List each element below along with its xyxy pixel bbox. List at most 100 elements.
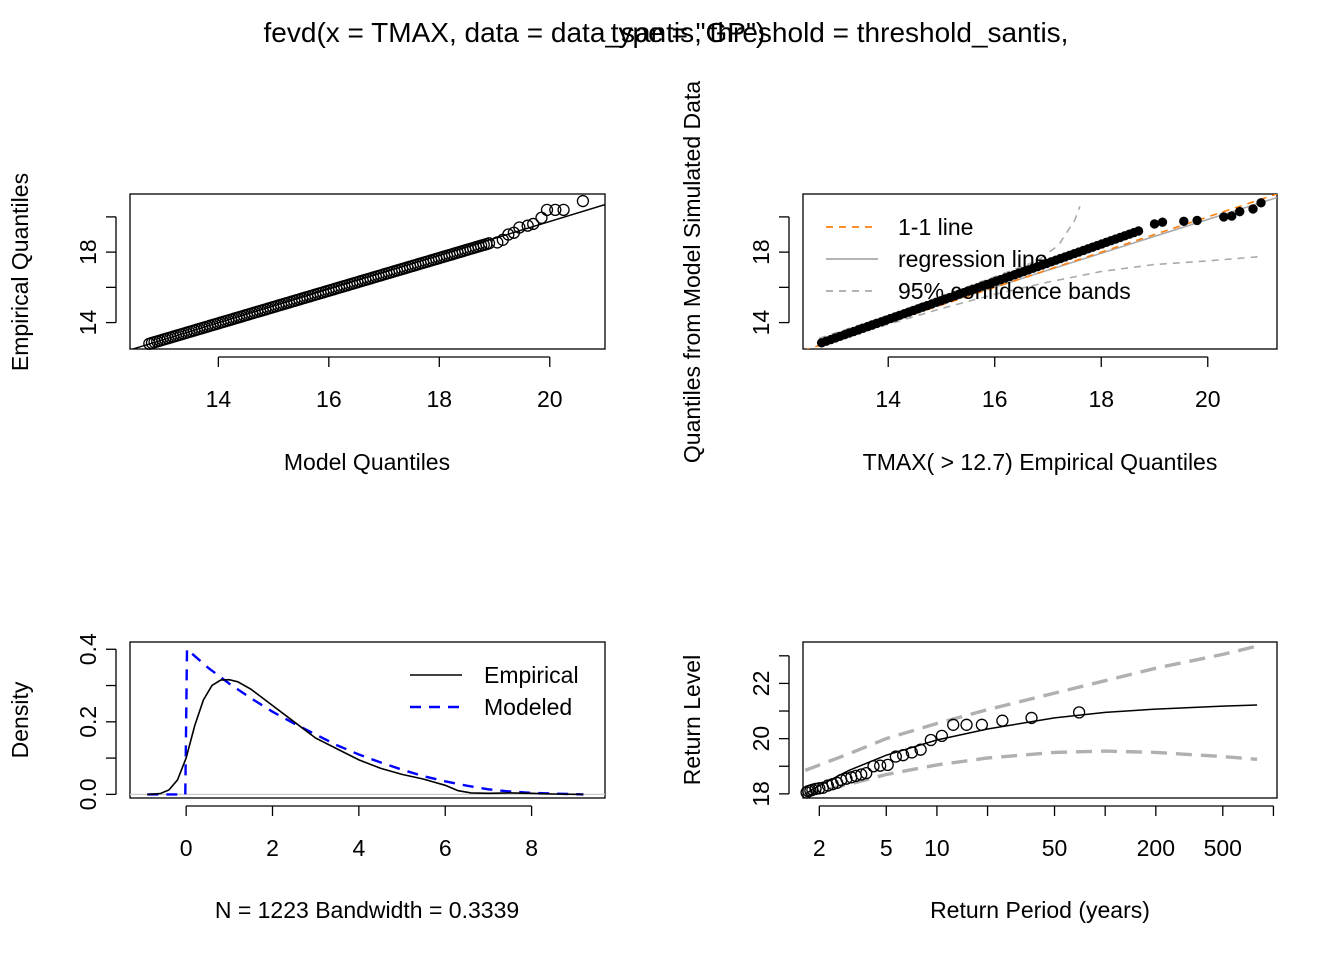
data-point <box>521 219 534 232</box>
upper-ci-line <box>804 644 1258 772</box>
y-axis-title: Empirical Quantiles <box>7 173 33 371</box>
data-point <box>874 759 887 772</box>
legend-item: 95% confidence bands <box>826 278 1131 304</box>
x-tick-label: 5 <box>880 835 893 861</box>
x-tick-label: 18 <box>427 386 453 412</box>
x-axis-title: N = 1223 Bandwidth = 0.3339 <box>215 897 519 923</box>
data-point <box>935 729 949 743</box>
lower-ci-line <box>804 749 1258 797</box>
data-point <box>867 760 880 773</box>
x-tick-label: 18 <box>1088 386 1114 412</box>
panel-density: 0 2 4 6 8 0.0 0.2 0.4 Empirical Modeled N = 122… <box>7 633 606 923</box>
data-point <box>881 758 894 772</box>
y-tick-label: 22 <box>748 671 774 697</box>
x-tick-label: 50 <box>1042 835 1068 861</box>
data-point <box>821 779 835 792</box>
x-axis-title: TMAX( > 12.7) Empirical Quantiles <box>863 449 1218 475</box>
data-point <box>809 782 822 796</box>
figure-title: fevd(x = TMAX, data = data_santis, thres… <box>264 17 1069 48</box>
panel-return-level: 2 5 10 50 200 500 18 20 22 Return Period (years… <box>679 641 1278 923</box>
data-point <box>1149 219 1160 229</box>
y-tick-label: 0.0 <box>75 778 101 810</box>
data-point <box>1219 212 1229 222</box>
x-tick-label: 8 <box>525 835 538 861</box>
panel-qq-simulated: 14 16 18 20 14 18 1-1 line regression line 95%… <box>679 81 1278 475</box>
data-point <box>1025 711 1038 725</box>
x-tick-label: 4 <box>352 835 365 861</box>
x-tick-label: 16 <box>982 386 1008 412</box>
data-point <box>840 772 853 785</box>
x-tick-label: 20 <box>537 386 563 412</box>
plot-area <box>130 646 605 796</box>
data-point <box>889 750 902 763</box>
x-tick-label: 10 <box>924 835 950 861</box>
main-title-overlap: type = "GP") <box>611 17 766 48</box>
data-point <box>549 203 562 217</box>
x-tick-label: 0 <box>180 835 193 861</box>
x-tick-label: 20 <box>1195 386 1221 412</box>
data-point <box>1157 217 1168 227</box>
plot-frame <box>802 193 1278 350</box>
data-point <box>540 203 554 217</box>
x-tick-label: 2 <box>813 835 826 861</box>
y-tick-label: 18 <box>75 239 101 265</box>
data-point <box>1256 198 1266 208</box>
data-point <box>914 743 927 756</box>
lower-confidence-band <box>818 255 1262 347</box>
data-point <box>576 194 590 208</box>
empirical-density-line <box>147 678 584 796</box>
x-axis: 0 2 4 6 8 <box>180 805 538 861</box>
data-point <box>482 237 496 250</box>
data-point <box>897 749 910 762</box>
main-title-left: fevd(x = TMAX, data = data_santis, thres… <box>264 17 1069 48</box>
y-axis: 14 18 <box>748 216 790 336</box>
y-axis-title: Density <box>7 681 33 758</box>
x-axis: 14 16 18 20 <box>206 356 563 412</box>
x-axis: 14 16 18 20 <box>875 356 1221 412</box>
x-tick-label: 16 <box>316 386 342 412</box>
plot-area <box>805 194 1277 349</box>
legend-item: Modeled <box>410 694 572 720</box>
data-point <box>855 768 868 781</box>
data-point <box>1192 215 1202 226</box>
y-axis: 0.0 0.2 0.4 <box>75 633 117 810</box>
plot-area <box>800 644 1258 799</box>
data-point <box>557 203 570 217</box>
legend-item: regression line <box>826 246 1048 272</box>
data-point <box>502 228 515 241</box>
plot-frame <box>129 641 606 799</box>
data-point <box>1072 706 1086 719</box>
plot-area <box>130 194 605 350</box>
legend: 1-1 line regression line 95% confidence ba… <box>826 214 1131 304</box>
x-tick-label: 6 <box>439 835 452 861</box>
x-tick-label: 500 <box>1204 835 1242 861</box>
x-tick-label: 200 <box>1137 835 1175 861</box>
y-tick-label: 18 <box>748 239 774 265</box>
data-point <box>1133 226 1144 236</box>
x-tick-label: 14 <box>875 386 901 412</box>
data-point <box>960 718 973 731</box>
x-tick-label: 14 <box>206 386 232 412</box>
data-point <box>535 211 548 224</box>
y-tick-label: 14 <box>748 310 774 336</box>
data-point <box>947 718 960 731</box>
x-tick-label: 2 <box>266 835 279 861</box>
data-point <box>860 767 873 780</box>
panel-qq-model: 14 16 18 20 14 18 Model Quantiles Empirical … <box>7 173 606 475</box>
data-point <box>905 746 919 759</box>
legend: Empirical Modeled <box>410 662 579 720</box>
data-point <box>996 714 1009 727</box>
data-point <box>1235 206 1245 217</box>
y-tick-label: 20 <box>748 726 774 752</box>
plot-frame <box>802 641 1278 799</box>
return-level-estimate-line <box>804 704 1258 795</box>
y-axis: 14 18 <box>75 216 117 335</box>
legend-label: 1-1 line <box>898 214 973 240</box>
plot-frame <box>129 193 606 350</box>
legend-item: 1-1 line <box>826 214 973 240</box>
y-tick-label: 0.4 <box>75 633 101 665</box>
y-axis-title: Quantiles from Model Simulated Data <box>679 81 705 463</box>
data-point <box>975 718 989 731</box>
legend-label: Modeled <box>484 694 572 720</box>
